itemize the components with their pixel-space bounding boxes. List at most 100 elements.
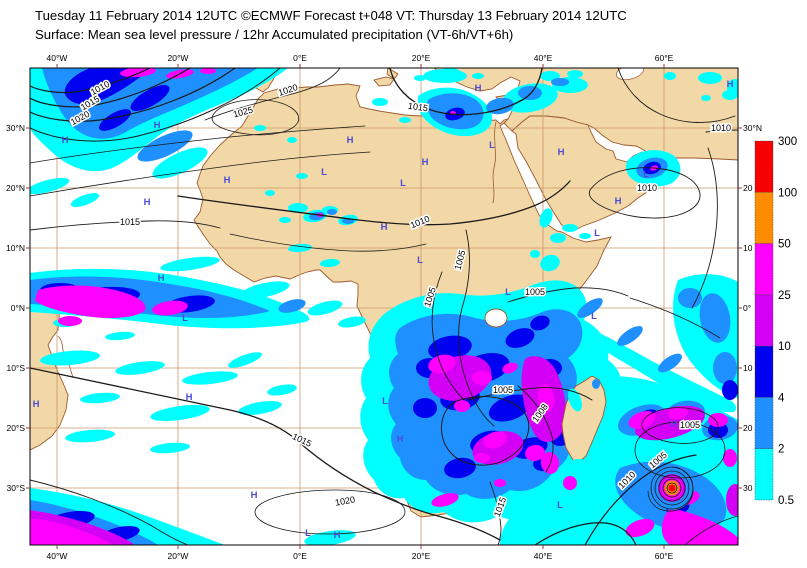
high-pressure-marker: H [251, 490, 258, 501]
high-pressure-marker: H [381, 222, 388, 233]
precip-light [472, 73, 484, 79]
colorbar-segment [755, 192, 773, 243]
colorbar-value: 50 [778, 239, 791, 251]
axis-label-left: 10°S [6, 363, 25, 373]
precip-light [254, 125, 266, 131]
precip-light [562, 224, 578, 232]
high-pressure-marker: H [144, 197, 151, 208]
precip-light [567, 70, 583, 78]
high-pressure-marker: H [397, 434, 404, 445]
precip-intense [494, 479, 506, 487]
axis-label-top: 40°E [534, 53, 553, 63]
high-pressure-marker: H [475, 83, 482, 94]
isobar-label: 1015 [120, 217, 140, 227]
high-pressure-marker: H [615, 196, 622, 207]
precip-light [579, 233, 591, 239]
isobar-label: 1010 [711, 123, 731, 133]
axis-label-top: 0°E [293, 53, 307, 63]
colorbar-segment [755, 295, 773, 346]
low-pressure-marker: L [182, 313, 188, 324]
axis-label-left: 20°S [6, 423, 25, 433]
isobar-label: 1005 [525, 287, 545, 297]
axis-label-bottom: 60°E [655, 551, 674, 561]
precip-light [265, 190, 275, 196]
isobar-label: 1010 [637, 183, 657, 193]
colorbar-value: 2 [778, 444, 784, 456]
high-pressure-marker: H [62, 135, 69, 146]
low-pressure-marker: L [305, 528, 311, 539]
axis-label-right: 0° [743, 303, 751, 313]
low-pressure-marker: L [594, 228, 600, 239]
high-pressure-marker: H [558, 147, 565, 158]
axis-label-left: 10°N [6, 243, 25, 253]
axis-label-left: 30°S [6, 483, 25, 493]
precip-intense [200, 68, 216, 74]
forecast-map-svg: Tuesday 11 February 2014 12UTC ©ECMWF Fo… [0, 0, 807, 568]
axis-label-left: 30°N [6, 123, 25, 133]
high-pressure-marker: H [186, 392, 193, 403]
chart-title-line1: Tuesday 11 February 2014 12UTC ©ECMWF Fo… [35, 8, 627, 23]
colorbar-value: 300 [778, 136, 797, 148]
high-pressure-marker: H [347, 135, 354, 146]
precip-heavy [413, 398, 437, 418]
axis-label-bottom: 0°E [293, 551, 307, 561]
axis-label-bottom: 20°E [412, 551, 431, 561]
high-pressure-marker: H [33, 399, 40, 410]
precip-moderate [518, 86, 542, 100]
high-pressure-marker: H [422, 157, 429, 168]
cyclone-precip-ring [669, 485, 676, 492]
low-pressure-marker: L [643, 169, 649, 180]
axis-label-right: 20 [743, 423, 753, 433]
precip-intense [472, 371, 492, 385]
precip-light [698, 72, 722, 84]
high-pressure-marker: H [224, 175, 231, 186]
precip-light [550, 233, 566, 243]
axis-label-bottom: 40°W [47, 551, 68, 561]
precip-moderate [678, 288, 702, 308]
precip-intense [58, 316, 82, 326]
precip-moderate [551, 78, 569, 86]
precip-light [296, 173, 308, 179]
ecmwf-forecast-chart: Tuesday 11 February 2014 12UTC ©ECMWF Fo… [0, 0, 807, 568]
axis-label-top: 40°W [47, 53, 68, 63]
low-pressure-marker: L [591, 311, 597, 322]
high-pressure-marker: H [334, 530, 341, 541]
low-pressure-marker: L [321, 167, 327, 178]
colorbar-value: 0.5 [778, 495, 794, 507]
axis-label-top: 60°E [655, 53, 674, 63]
axis-label-right: 10 [743, 243, 753, 253]
precip-moderate [713, 352, 737, 384]
colorbar-value: 100 [778, 187, 797, 199]
precip-light [530, 250, 540, 258]
precip-light [372, 98, 388, 106]
precip-light [664, 72, 676, 80]
precip-intense [454, 400, 470, 412]
lake-victoria [485, 309, 507, 327]
precip-light [722, 90, 738, 100]
precip-light [414, 75, 426, 81]
axis-label-right: 30 [743, 483, 753, 493]
precip-heavy [722, 380, 738, 400]
precip-very-heavy [726, 484, 744, 516]
high-pressure-marker: H [727, 79, 734, 90]
precip-light [279, 217, 291, 223]
precip-intense [563, 476, 577, 490]
chart-title-line2: Surface: Mean sea level pressure / 12hr … [35, 27, 513, 42]
precip-light [399, 117, 411, 123]
precip-moderate [327, 209, 337, 215]
colorbar-segment [755, 346, 773, 397]
high-pressure-marker: H [158, 273, 165, 284]
axis-label-bottom: 40°E [534, 551, 553, 561]
colorbar-segment [755, 397, 773, 448]
high-pressure-marker: H [154, 120, 161, 131]
low-pressure-marker: L [557, 500, 563, 511]
isobar-label: 1005 [680, 420, 700, 430]
axis-label-left: 20°N [6, 183, 25, 193]
low-pressure-marker: L [400, 178, 406, 189]
precip-light [701, 95, 711, 101]
low-pressure-marker: L [382, 396, 388, 407]
precip-light [287, 137, 297, 143]
colorbar-value: 4 [778, 392, 785, 404]
axis-label-top: 20°W [168, 53, 189, 63]
map-area: HHHHHHHHHHHHHHHHHHLLLLLLLLLLLL1010101510… [25, 62, 744, 549]
